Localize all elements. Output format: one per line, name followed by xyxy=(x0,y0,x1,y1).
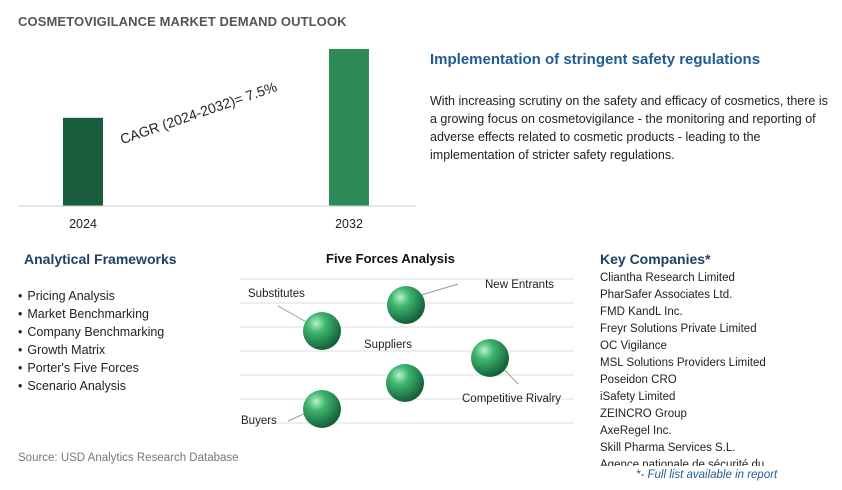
five-forces-title: Five Forces Analysis xyxy=(326,251,455,266)
bar-2032 xyxy=(329,48,369,206)
company-item: Cliantha Research Limited xyxy=(600,272,735,284)
company-item: Poseidon CRO xyxy=(600,374,677,386)
company-item: OC Vigilance xyxy=(600,340,667,352)
label-substitutes: Substitutes xyxy=(248,288,305,300)
label-buyers: Buyers xyxy=(241,415,277,427)
framework-item: Company Benchmarking xyxy=(18,323,164,341)
company-item: Skill Pharma Services S.L. xyxy=(600,442,736,454)
x-tick-label: 2032 xyxy=(335,217,363,231)
companies-list: Cliantha Research Limited PharSafer Asso… xyxy=(600,270,836,466)
sphere-suppliers xyxy=(386,364,424,402)
company-item: ZEINCRO Group xyxy=(600,408,687,420)
company-item: MSL Solutions Providers Limited xyxy=(600,357,766,369)
company-item: Freyr Solutions Private Limited xyxy=(600,323,757,335)
label-competitive-rivalry: Competitive Rivalry xyxy=(462,393,562,405)
highlight-body: With increasing scrutiny on the safety a… xyxy=(430,94,828,162)
label-new-entrants: New Entrants xyxy=(485,279,555,291)
framework-item: Scenario Analysis xyxy=(18,377,164,395)
company-item: PharSafer Associates Ltd. xyxy=(600,289,733,301)
page-title: COSMETOVIGILANCE MARKET DEMAND OUTLOOK xyxy=(18,14,347,29)
company-item: iSafety Limited xyxy=(600,391,676,403)
framework-item: Market Benchmarking xyxy=(18,305,164,323)
company-item: Agence nationale de sécurité du xyxy=(600,459,765,466)
framework-item: Pricing Analysis xyxy=(18,287,164,305)
bar-2024 xyxy=(63,117,103,206)
x-tick-label: 2024 xyxy=(69,217,97,231)
sphere-competitive-rivalry xyxy=(471,339,509,377)
frameworks-list: Pricing Analysis Market Benchmarking Com… xyxy=(18,287,164,395)
framework-item: Porter's Five Forces xyxy=(18,359,164,377)
sphere-buyers xyxy=(303,390,341,428)
full-list-note: *- Full list available in report xyxy=(636,469,778,481)
source-note: Source: USD Analytics Research Database xyxy=(18,452,239,464)
frameworks-title: Analytical Frameworks xyxy=(24,251,177,267)
company-item: AxeRegel Inc. xyxy=(600,425,672,437)
company-item: FMD KandL Inc. xyxy=(600,306,683,318)
highlight-title: Implementation of stringent safety regul… xyxy=(430,51,761,68)
label-suppliers: Suppliers xyxy=(364,339,412,351)
framework-item: Growth Matrix xyxy=(18,341,164,359)
sphere-substitutes xyxy=(303,312,341,350)
companies-title: Key Companies* xyxy=(600,251,711,267)
sphere-new-entrants xyxy=(387,286,425,324)
